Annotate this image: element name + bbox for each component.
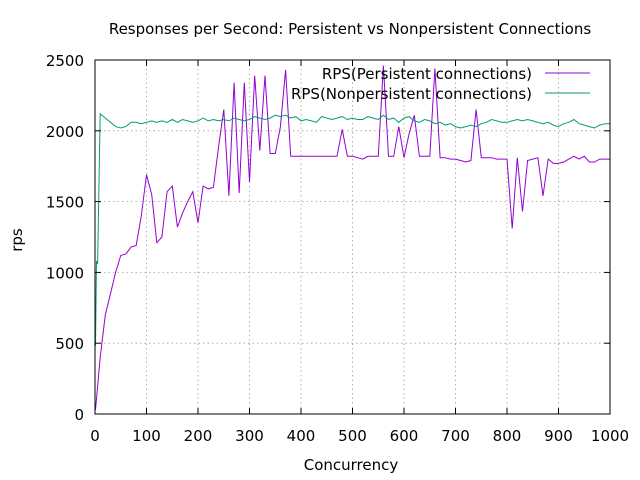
x-tick-label: 300 bbox=[235, 427, 264, 445]
x-tick-label: 1000 bbox=[591, 427, 629, 445]
x-tick-label: 900 bbox=[544, 427, 573, 445]
series-line-nonpersistent bbox=[95, 112, 610, 347]
y-tick-label: 0 bbox=[74, 406, 84, 424]
chart-title: Responses per Second: Persistent vs Nonp… bbox=[109, 20, 592, 38]
x-tick-label: 0 bbox=[90, 427, 100, 445]
y-tick-label: 2000 bbox=[46, 123, 84, 141]
grid bbox=[95, 60, 610, 414]
x-tick-label: 600 bbox=[390, 427, 419, 445]
x-tick-label: 200 bbox=[184, 427, 213, 445]
legend-label-nonpersistent: RPS(Nonpersistent connections) bbox=[291, 85, 532, 103]
ticks: 0 100 200 300 400 500 600 700 800 900 1000 0 500 1000… bbox=[46, 52, 629, 445]
x-tick-label: 700 bbox=[441, 427, 470, 445]
series-layer bbox=[95, 65, 610, 410]
x-axis-label: Concurrency bbox=[304, 456, 399, 474]
y-tick-label: 500 bbox=[55, 335, 84, 353]
y-tick-label: 2500 bbox=[46, 52, 84, 70]
x-tick-label: 400 bbox=[287, 427, 316, 445]
x-tick-label: 100 bbox=[132, 427, 161, 445]
y-tick-label: 1000 bbox=[46, 264, 84, 282]
legend: RPS(Persistent connections) RPS(Nonpersi… bbox=[291, 65, 590, 103]
series-line-persistent bbox=[95, 65, 610, 410]
x-tick-label: 500 bbox=[338, 427, 367, 445]
y-tick-label: 1500 bbox=[46, 194, 84, 212]
y-axis-label: rps bbox=[8, 228, 26, 252]
legend-label-persistent: RPS(Persistent connections) bbox=[322, 65, 532, 83]
x-tick-label: 800 bbox=[493, 427, 522, 445]
